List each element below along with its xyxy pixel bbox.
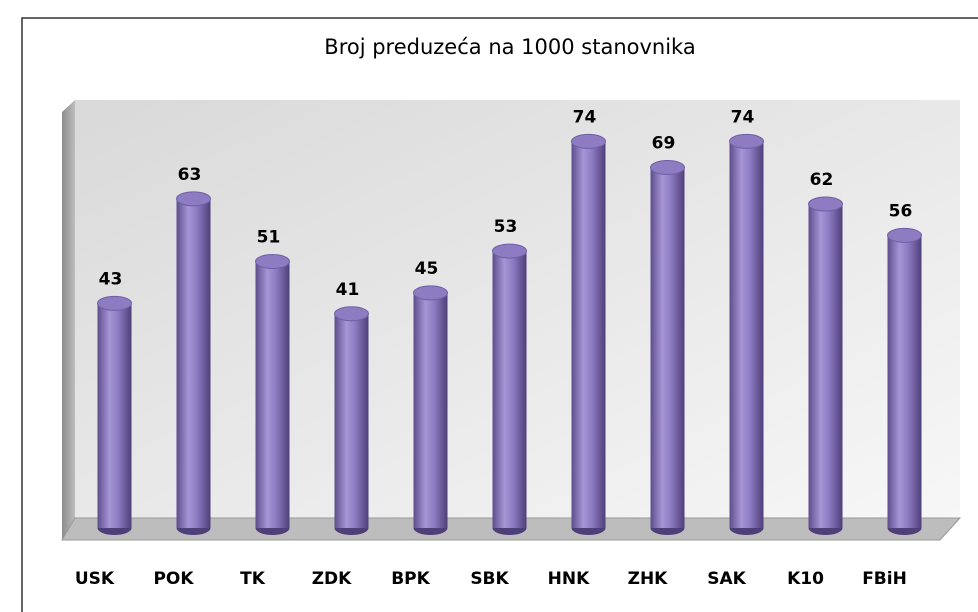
bar-top	[413, 285, 448, 301]
x-tick-label: FBiH	[862, 569, 907, 589]
x-tick-label: USK	[75, 569, 115, 589]
bar	[729, 141, 764, 528]
bar-top	[571, 133, 606, 149]
x-tick-label: ZHK	[628, 569, 669, 589]
bar	[413, 292, 448, 528]
data-label: 56	[889, 201, 913, 221]
data-label: 74	[573, 107, 597, 127]
bar	[571, 141, 606, 528]
x-tick-label: K10	[787, 569, 824, 589]
data-label: 74	[731, 107, 755, 127]
x-tick-label: ZDK	[312, 569, 352, 589]
bar	[334, 313, 369, 528]
x-tick-label: BPK	[391, 569, 430, 589]
chart-title: Broj preduzeća na 1000 stanovnika	[324, 35, 695, 59]
data-label: 51	[257, 228, 281, 248]
data-label: 69	[652, 133, 676, 153]
data-label: 45	[415, 259, 439, 279]
bar	[492, 251, 527, 528]
bar	[808, 204, 843, 529]
bar	[650, 167, 685, 528]
x-tick-label: SBK	[470, 569, 509, 589]
bar	[887, 235, 922, 528]
bar-top	[729, 133, 764, 149]
side-wall	[62, 100, 75, 540]
data-label: 41	[336, 280, 360, 300]
x-tick-label: TK	[240, 569, 266, 589]
bar	[255, 261, 290, 528]
bar-top	[176, 191, 211, 207]
bar-top	[255, 254, 290, 270]
data-label: 53	[494, 217, 518, 237]
x-tick-label: SAK	[707, 569, 746, 589]
bar-top	[97, 295, 132, 311]
data-label: 62	[810, 170, 834, 190]
bar-top	[492, 243, 527, 259]
bar-top	[650, 159, 685, 175]
data-label: 43	[99, 269, 123, 289]
bar-top	[334, 306, 369, 322]
bar	[176, 198, 211, 528]
bar	[97, 303, 132, 528]
bar-top	[808, 196, 843, 212]
data-label: 63	[178, 165, 202, 185]
x-tick-label: HNK	[548, 569, 590, 589]
bar-top	[887, 227, 922, 243]
x-tick-label: POK	[153, 569, 194, 589]
